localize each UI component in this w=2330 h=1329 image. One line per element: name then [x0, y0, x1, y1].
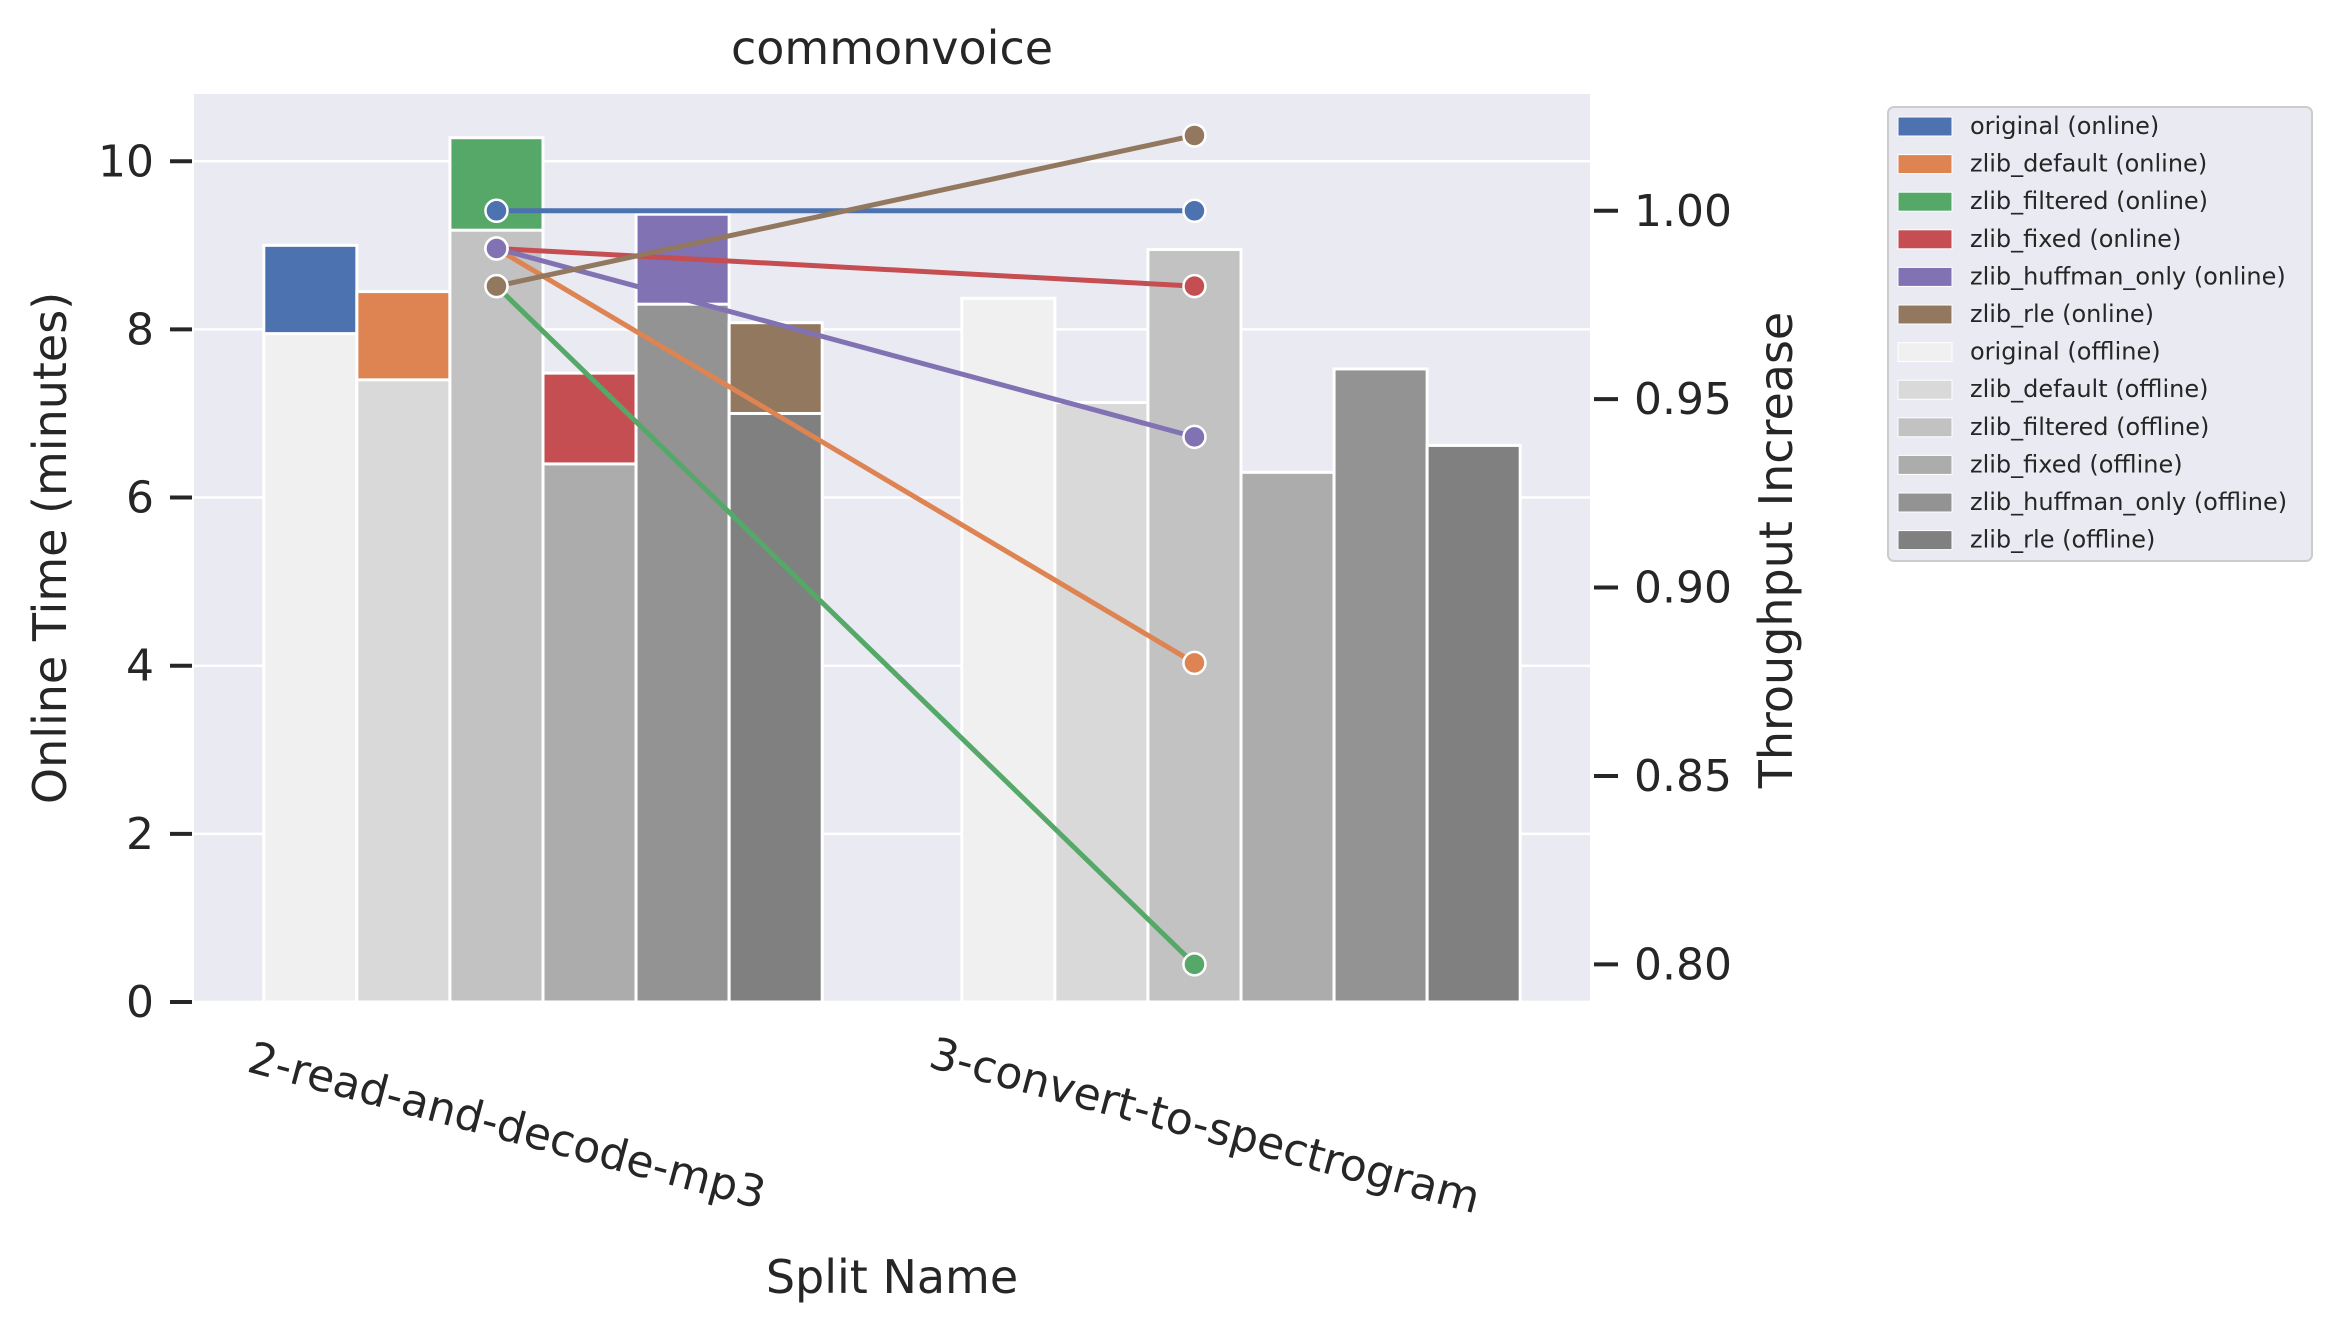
y2-tick-label: 0.80 [1634, 939, 1732, 990]
legend-label: zlib_default (offline) [1970, 375, 2209, 403]
y2-tick-label: 1.00 [1634, 186, 1732, 237]
legend-label: zlib_fixed (offline) [1970, 450, 2183, 478]
point-zlib_default [1182, 650, 1207, 676]
bar-offline-zlib_filtered [1146, 248, 1243, 1004]
legend-label: zlib_rle (online) [1970, 300, 2154, 328]
legend-label: zlib_huffman_only (offline) [1970, 488, 2287, 516]
point-zlib_huffman_only [1182, 424, 1207, 450]
legend-swatch [1897, 229, 1953, 250]
y-tick-label: 10 [98, 136, 154, 187]
bar-offline-zlib_huffman_only [1332, 367, 1429, 1004]
y-tick-label: 6 [126, 473, 154, 524]
point-zlib_rle [484, 273, 509, 299]
legend-swatch [1897, 342, 1953, 363]
y-tick-label: 2 [126, 809, 154, 860]
legend-swatch [1897, 530, 1953, 551]
y-axis-right: 0.80 0.85 0.90 0.95 1.00 [1594, 186, 1732, 990]
legend-swatch [1897, 154, 1953, 175]
legend-label: original (offline) [1970, 338, 2161, 366]
legend-swatch [1897, 417, 1953, 438]
line-zlib_filtered [494, 284, 1197, 967]
legend-swatch [1897, 266, 1953, 287]
legend-label: zlib_default (online) [1970, 150, 2207, 178]
legend-swatch [1897, 379, 1953, 400]
point-zlib_huffman_only [484, 236, 509, 261]
y-axis-left: 0 2 4 6 8 10 [98, 136, 192, 1028]
legend-label: zlib_filtered (offline) [1970, 413, 2209, 441]
legend-swatch [1897, 116, 1953, 137]
bar-offline-zlib_filtered [448, 228, 545, 1004]
y-axis-label: Online Time (minutes) [23, 292, 77, 804]
throughput-points [484, 123, 1207, 977]
legend-label: zlib_rle (offline) [1970, 526, 2155, 554]
y2-tick-label: 0.85 [1634, 751, 1732, 802]
y-tick-label: 0 [126, 977, 154, 1028]
point-zlib_rle [1182, 123, 1207, 148]
bar-offline-zlib_fixed [541, 462, 638, 1004]
bar-offline-zlib_rle [1425, 443, 1522, 1004]
bar-offline-zlib_huffman_only [634, 302, 731, 1004]
legend-label: zlib_fixed (online) [1970, 225, 2181, 253]
line-zlib_default [495, 246, 1196, 666]
x-tick-label: 2-read-and-decode-mp3 [243, 1032, 771, 1219]
x-tick-label: 3-convert-to-spectrogram [924, 1028, 1485, 1224]
throughput-lines [494, 133, 1197, 967]
bar-offline-zlib_rle [727, 411, 824, 1004]
point-zlib_filtered [1182, 952, 1207, 977]
legend-label: zlib_huffman_only (online) [1970, 262, 2286, 290]
point-original [1182, 198, 1207, 224]
legend-swatch [1897, 191, 1953, 212]
bar-offline-zlib_default [355, 378, 452, 1004]
y2-axis-label: Throughput Increase [1749, 312, 1803, 790]
bars [262, 136, 1522, 1004]
bar-offline-original [262, 332, 359, 1004]
x-axis: 2-read-and-decode-mp3 3-convert-to-spectr… [243, 1028, 1486, 1224]
legend-swatch [1897, 304, 1953, 325]
y-tick-label: 8 [126, 304, 154, 355]
y2-tick-label: 0.95 [1634, 374, 1732, 425]
line-zlib_rle [495, 133, 1195, 289]
x-axis-label: Split Name [766, 1250, 1018, 1304]
bar-offline-original [960, 296, 1057, 1004]
y2-tick-label: 0.90 [1634, 563, 1732, 614]
y-tick-label: 4 [126, 641, 154, 692]
line-zlib_huffman_only [495, 246, 1196, 440]
legend-swatch [1897, 454, 1953, 475]
bar-offline-zlib_fixed [1239, 470, 1336, 1004]
point-zlib_fixed [1182, 273, 1207, 299]
legend-label: zlib_filtered (online) [1970, 187, 2208, 215]
line-zlib_fixed [496, 245, 1195, 289]
legend-label: original (online) [1970, 112, 2159, 140]
bar-offline-zlib_default [1053, 401, 1150, 1004]
point-original [484, 198, 509, 224]
chart-title: commonvoice [731, 21, 1053, 75]
legend: original (online) zlib_default (online) zl… [1887, 106, 2313, 562]
legend-swatch [1897, 492, 1953, 513]
legend-frame [1887, 106, 2313, 562]
